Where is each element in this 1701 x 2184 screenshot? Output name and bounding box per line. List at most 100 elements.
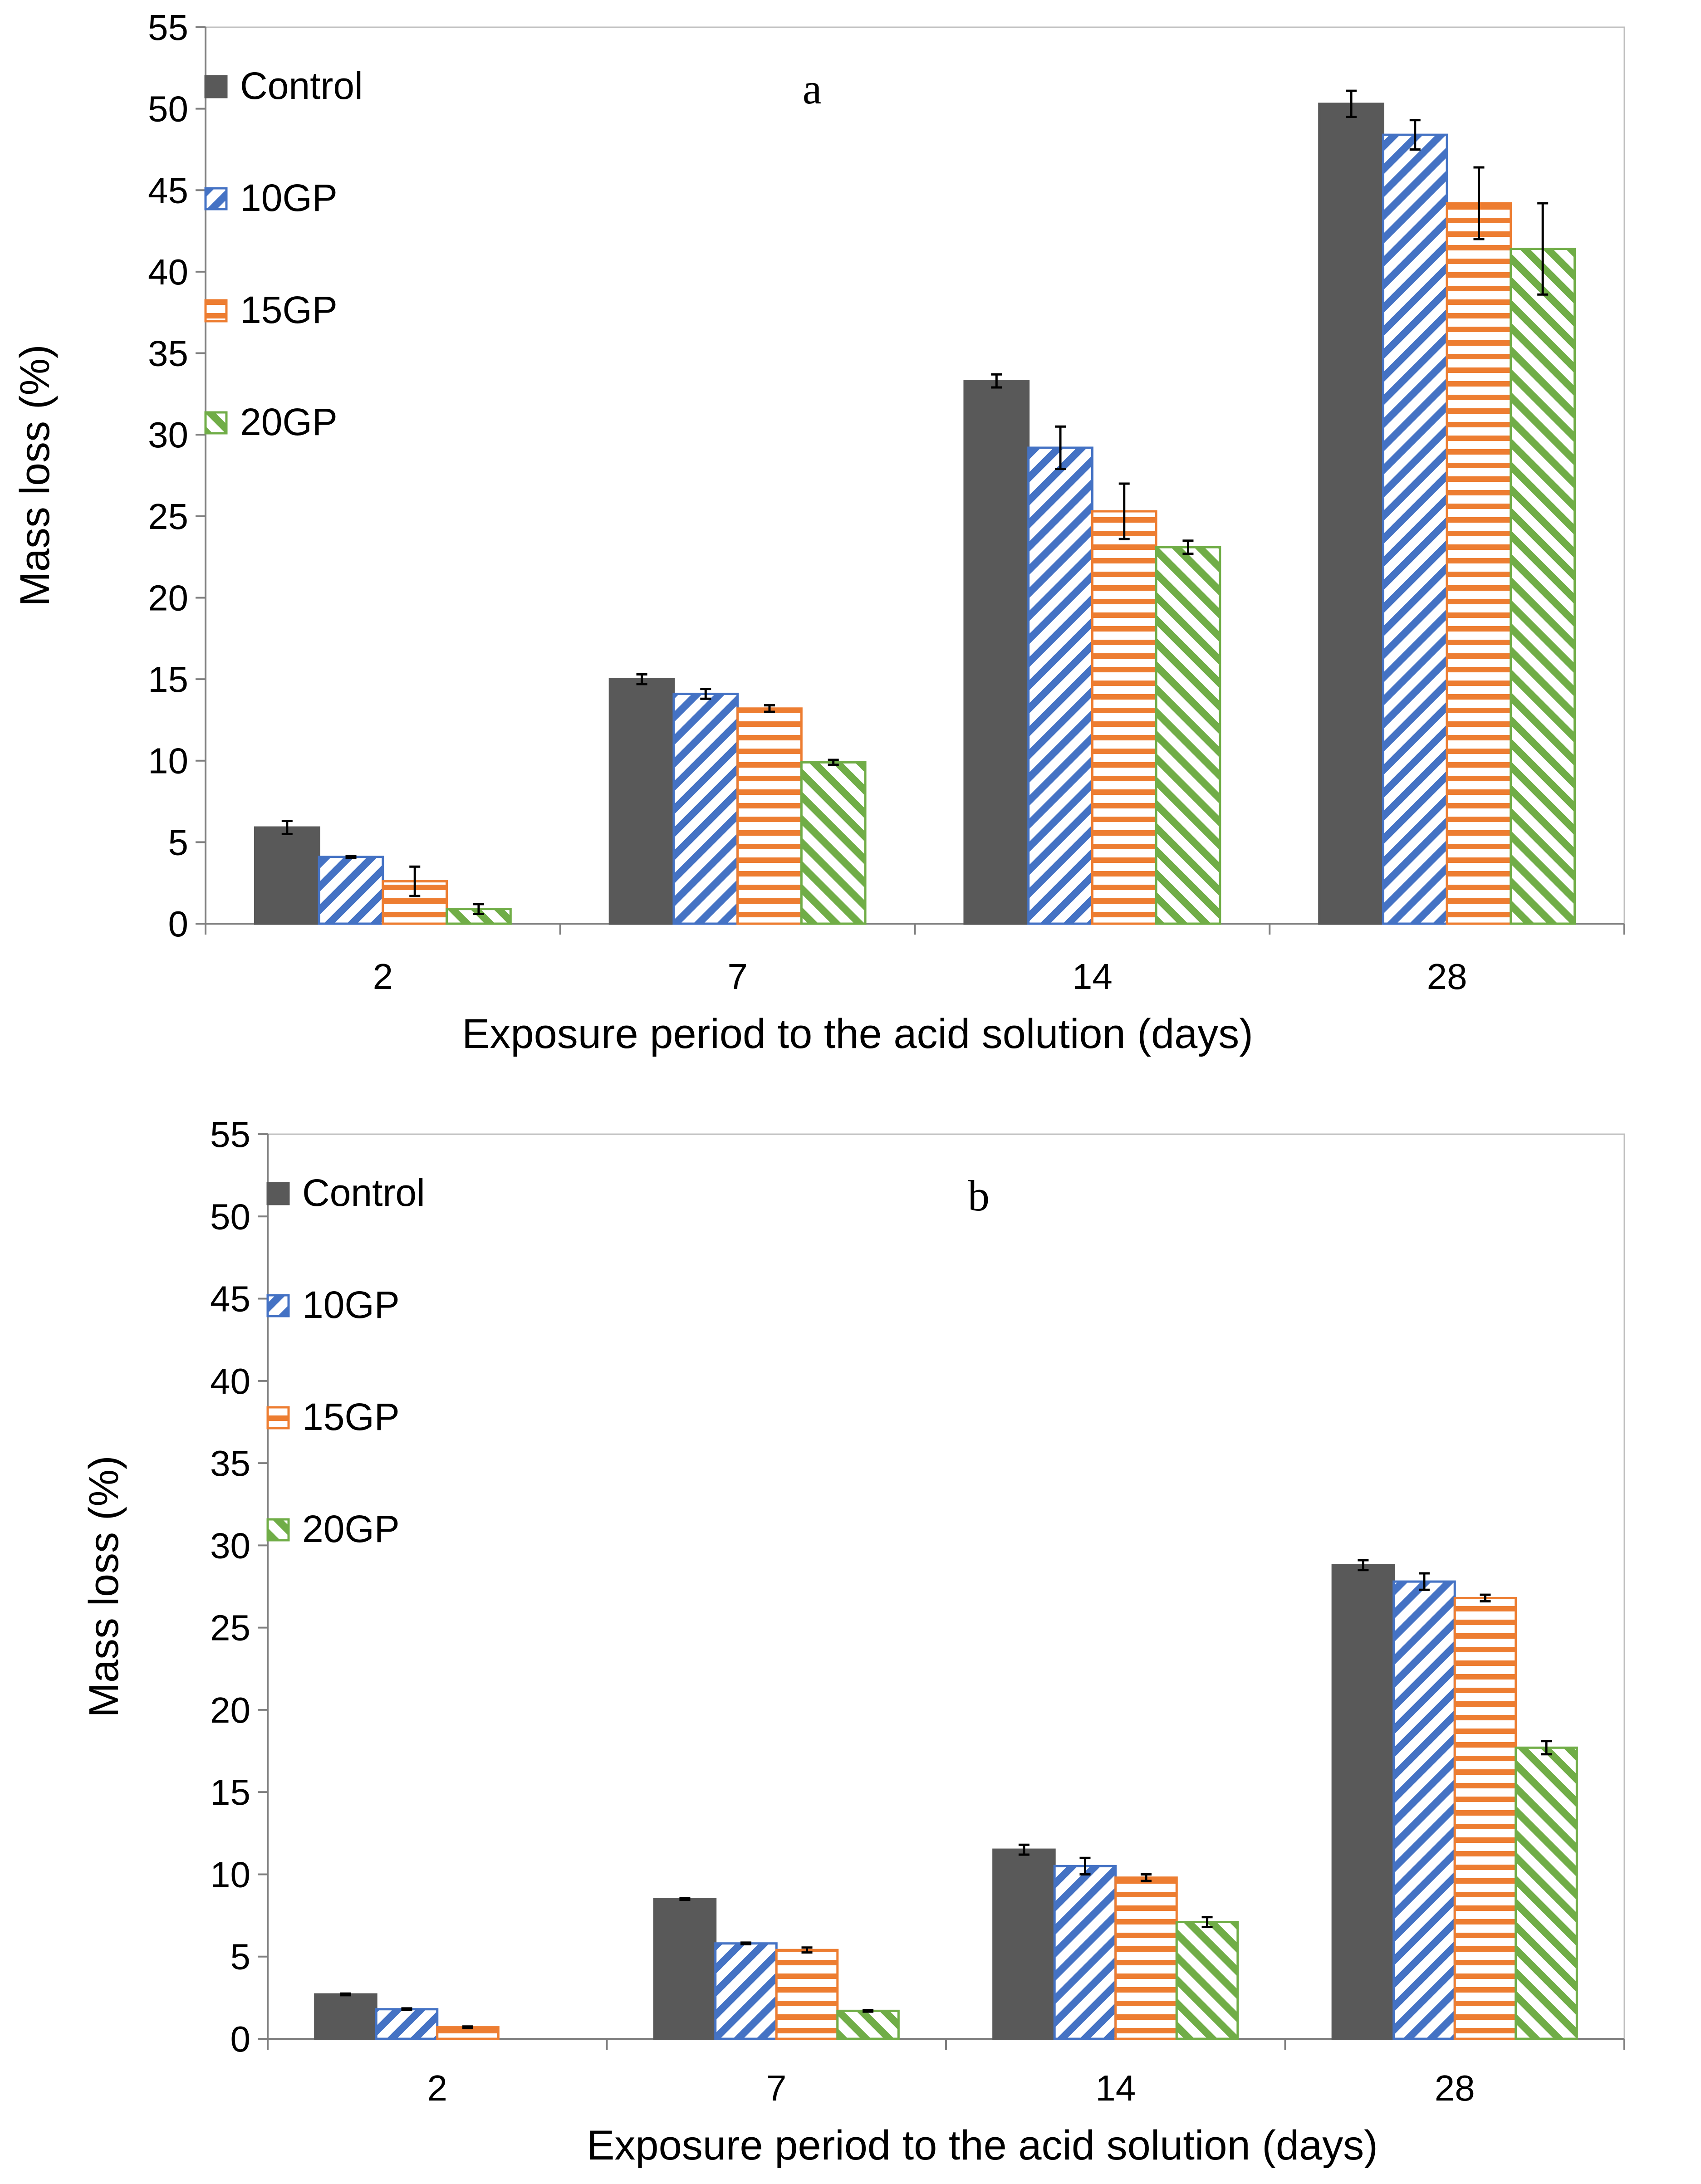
- x-tick-label: 2: [427, 2068, 448, 2108]
- bar: [963, 380, 1030, 925]
- bar: [1331, 1564, 1395, 2040]
- error-bar: [1182, 539, 1194, 555]
- x-tick-label: 2: [373, 956, 393, 997]
- error-bar: [740, 1941, 751, 1946]
- y-tick-label: 35: [148, 333, 188, 374]
- bar: [1027, 446, 1093, 925]
- error-bar: [828, 759, 839, 766]
- y-tick-label: 40: [148, 252, 188, 292]
- error-bar: [1409, 119, 1421, 151]
- x-axis-title: Exposure period to the acid solution (da…: [462, 1011, 1253, 1057]
- x-axis-title: Exposure period to the acid solution (da…: [587, 2122, 1378, 2169]
- error-bar: [1055, 425, 1066, 470]
- y-tick-label: 10: [148, 741, 188, 781]
- legend-swatch: [204, 75, 228, 98]
- y-tick-label: 5: [230, 1937, 251, 1977]
- y-tick-label: 20: [210, 1690, 250, 1730]
- y-tick-label: 20: [148, 578, 188, 618]
- y-tick-label: 55: [148, 7, 188, 48]
- legend-swatch: [204, 187, 228, 211]
- y-axis-title: Mass loss (%): [81, 1455, 127, 1718]
- bar: [318, 856, 384, 925]
- y-tick-label: 30: [210, 1525, 250, 1566]
- chart-panel-b: 0 5 10 15 20 25 30 35 40 45 50 55 2 7 14 28 Control 10GP 1…: [81, 1114, 1625, 2169]
- error-bar: [462, 2025, 474, 2029]
- y-tick-label: 25: [210, 1608, 250, 1648]
- bar: [775, 1949, 839, 2040]
- error-bar: [1537, 202, 1549, 296]
- y-tick-label: 30: [148, 415, 188, 455]
- y-tick-label: 5: [168, 822, 189, 862]
- error-bar: [409, 865, 421, 897]
- y-tick-label: 25: [148, 496, 188, 537]
- legend-label: 15GP: [302, 1396, 400, 1438]
- y-tick-label: 35: [210, 1443, 250, 1484]
- series-15gp: [436, 1593, 1517, 2040]
- y-tick-label: 45: [148, 170, 188, 211]
- error-bar: [636, 673, 647, 686]
- series-10gp: [375, 1572, 1456, 2040]
- panel-label: a: [803, 64, 822, 113]
- legend-label: Control: [240, 64, 363, 107]
- bar: [653, 1898, 717, 2040]
- series-20gp: [446, 202, 1576, 925]
- bar: [1382, 133, 1448, 925]
- bar: [254, 826, 320, 925]
- legend-item-20gp: 20GP: [204, 401, 338, 443]
- bar: [375, 2008, 439, 2040]
- legend-label: 10GP: [240, 176, 338, 219]
- x-tick-label: 28: [1427, 956, 1467, 997]
- error-bar: [1201, 1916, 1213, 1928]
- error-bar: [991, 373, 1002, 389]
- bar: [992, 1848, 1056, 2040]
- y-tick-label: 0: [230, 2019, 251, 2059]
- legend-item-control: Control: [266, 1171, 425, 1214]
- bar: [836, 2009, 900, 2040]
- bar: [1392, 1580, 1456, 2040]
- error-bar: [764, 704, 775, 713]
- error-bar: [281, 820, 293, 835]
- error-bar: [679, 1897, 691, 1901]
- bar: [1318, 103, 1384, 925]
- bar: [1453, 1596, 1517, 2040]
- legend-item-20gp: 20GP: [266, 1508, 400, 1550]
- error-bar: [1473, 166, 1485, 240]
- error-bar: [1118, 482, 1130, 540]
- bar: [714, 1942, 778, 2040]
- legend-swatch: [204, 299, 228, 323]
- legend-label: Control: [302, 1171, 425, 1214]
- bar: [1114, 1876, 1178, 2040]
- legend-item-control: Control: [204, 64, 363, 107]
- series-20gp: [836, 1740, 1578, 2040]
- legend-swatch: [266, 1182, 290, 1205]
- legend-swatch: [204, 411, 228, 435]
- legend-item-15gp: 15GP: [204, 289, 338, 331]
- error-bar: [1141, 1873, 1152, 1882]
- bar: [1091, 510, 1157, 925]
- x-tick-label: 14: [1072, 956, 1113, 997]
- legend-swatch: [266, 1294, 290, 1317]
- legend-label: 15GP: [240, 289, 338, 331]
- legend-swatch: [266, 1406, 290, 1430]
- x-tick-label: 28: [1435, 2068, 1475, 2108]
- x-tick-label: 7: [766, 2068, 787, 2108]
- bar: [608, 678, 675, 925]
- legend-item-10gp: 10GP: [266, 1283, 400, 1326]
- y-tick-label: 10: [210, 1854, 250, 1895]
- legend-label: 20GP: [240, 401, 338, 443]
- legend-item-10gp: 10GP: [204, 176, 338, 219]
- y-tick-label: 15: [210, 1772, 250, 1812]
- bar: [314, 1993, 377, 2040]
- error-bar: [345, 855, 357, 859]
- y-tick-label: 55: [210, 1114, 250, 1155]
- y-tick-label: 15: [148, 659, 188, 700]
- bar: [1510, 248, 1576, 925]
- series-10gp: [318, 119, 1448, 925]
- error-bar: [1358, 1559, 1369, 1572]
- error-bar: [801, 1946, 813, 1954]
- bar: [1515, 1746, 1578, 2040]
- y-tick-label: 45: [210, 1279, 250, 1319]
- panel-label: b: [968, 1171, 990, 1220]
- bar: [1446, 202, 1512, 925]
- legend-label: 20GP: [302, 1508, 400, 1550]
